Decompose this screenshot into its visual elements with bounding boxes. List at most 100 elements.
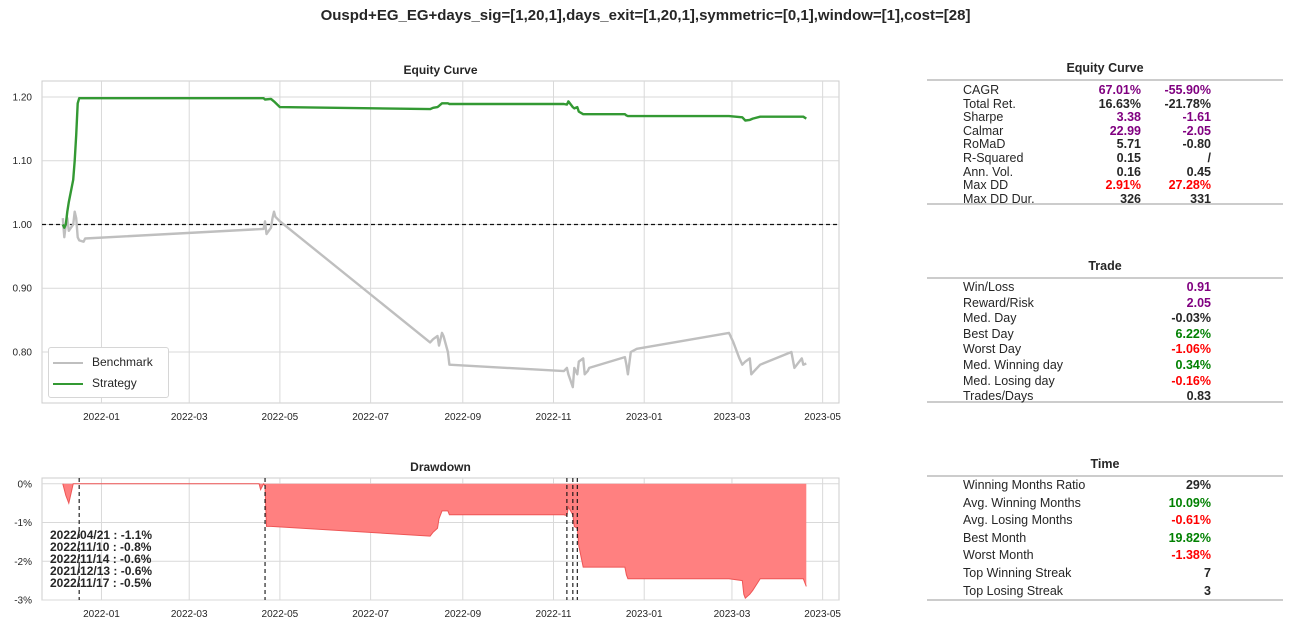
stat-row: Avg. Winning Months 10.09%	[963, 496, 1247, 510]
stat-value-benchmark: 27.28%	[1168, 178, 1211, 193]
stat-value: 2.05	[1186, 295, 1211, 310]
x-tick-label: 2022-01	[83, 412, 120, 423]
x-tick-label: 2022-05	[262, 609, 299, 620]
stat-label: CAGR	[963, 83, 1000, 97]
stat-label: Worst Day	[963, 342, 1022, 357]
table-title: Time	[1090, 457, 1120, 471]
stat-value-benchmark: -21.78%	[1164, 96, 1211, 111]
stat-value-benchmark: -1.61	[1182, 110, 1212, 125]
time-stats-table: Time Winning Months Ratio 29% Avg. Winning…	[927, 457, 1283, 607]
legend-item-benchmark: Benchmark	[53, 353, 153, 371]
x-tick-label: 2023-05	[804, 412, 841, 423]
stat-value-strategy: 22.99	[1109, 123, 1141, 138]
table-top-rule	[927, 475, 1283, 477]
stat-label: Best Month	[963, 530, 1027, 545]
legend-item-strategy: Strategy	[53, 374, 137, 392]
drawdown-annotation: 2022/04/21 : -1.1%	[50, 528, 153, 542]
table-top-rule	[927, 79, 1283, 81]
x-tick-label: 2022-11	[536, 412, 572, 423]
table-bottom-rule	[927, 203, 1283, 205]
x-tick-label: 2022-07	[352, 609, 389, 620]
stat-value-strategy: 2.91%	[1105, 178, 1141, 193]
stat-value: -1.06%	[1171, 342, 1211, 357]
y-tick-label: 0.90	[13, 284, 33, 295]
stat-label: Avg. Losing Months	[963, 513, 1073, 528]
figure-title: Ouspd+EG_EG+days_sig=[1,20,1],days_exit=…	[320, 7, 971, 24]
stat-label: Reward/Risk	[963, 295, 1034, 310]
stat-value-strategy: 0.15	[1116, 151, 1141, 165]
y-tick-label: 0%	[18, 479, 33, 490]
stat-value: 0.34%	[1175, 358, 1211, 372]
series-benchmark	[61, 210, 807, 389]
stat-value: 0.83	[1186, 389, 1211, 404]
x-tick-label: 2023-01	[626, 412, 663, 423]
drawdown-annotation: 2022/11/10 : -0.8%	[50, 540, 152, 554]
x-tick-label: 2023-05	[804, 609, 841, 620]
legend-swatch-benchmark	[53, 361, 83, 364]
y-tick-label: 0.80	[13, 347, 33, 358]
x-tick-label: 2022-09	[444, 609, 481, 620]
legend-swatch-strategy	[53, 382, 83, 385]
stat-label: RoMaD	[963, 137, 1006, 152]
stat-row: Top Winning Streak 7	[963, 566, 1247, 580]
stat-label: Max DD Dur.	[963, 191, 1035, 206]
x-tick-label: 2023-03	[714, 609, 751, 620]
stat-row: Sharpe 3.38 -1.61	[963, 110, 1247, 124]
stat-label: Med. Losing day	[963, 373, 1055, 388]
stat-row: RoMaD 5.71 -0.80	[963, 137, 1247, 151]
stat-value: -1.38%	[1171, 548, 1211, 563]
y-tick-label: 1.00	[13, 220, 33, 231]
trade-stats-table: Trade Win/Loss 0.91 Reward/Risk 2.05 Med. Da…	[927, 259, 1283, 409]
panel-title: Equity Curve	[403, 63, 477, 77]
stat-value: -0.03%	[1171, 311, 1211, 326]
stat-label: Trades/Days	[963, 389, 1034, 404]
stat-value: -0.16%	[1171, 373, 1211, 388]
stat-label: Med. Winning day	[963, 358, 1064, 372]
x-tick-label: 2023-01	[626, 609, 663, 620]
x-tick-label: 2022-03	[171, 412, 208, 423]
equity-legend: Benchmark Strategy	[48, 347, 169, 398]
stat-label: Win/Loss	[963, 280, 1015, 294]
stat-label: Avg. Winning Months	[963, 495, 1081, 510]
stat-row: Worst Day -1.06%	[963, 342, 1247, 356]
stat-label: Top Losing Streak	[963, 583, 1064, 598]
stat-value: 3	[1204, 583, 1211, 598]
stat-row: Best Month 19.82%	[963, 531, 1247, 545]
stat-value: 29%	[1185, 478, 1211, 492]
stat-row: Winning Months Ratio 29%	[963, 478, 1247, 492]
y-tick-label: -2%	[14, 557, 32, 568]
stat-value: 6.22%	[1175, 326, 1211, 341]
stat-row: R-Squared 0.15 /	[963, 151, 1247, 165]
x-tick-label: 2023-03	[714, 412, 751, 423]
stat-value: 10.09%	[1168, 495, 1211, 510]
stat-value-strategy: 67.01%	[1098, 83, 1141, 97]
legend-label-strategy: Strategy	[92, 376, 137, 390]
equity-stats-table: Equity Curve CAGR 67.01% -55.90% Total Ret.…	[927, 61, 1283, 211]
stat-row: Worst Month -1.38%	[963, 548, 1247, 562]
table-title: Trade	[1088, 259, 1122, 273]
stat-row: Med. Losing day -0.16%	[963, 374, 1247, 388]
y-tick-label: -1%	[14, 518, 32, 529]
y-tick-label: -3%	[14, 596, 32, 607]
plot-area	[41, 80, 840, 404]
x-tick-label: 2022-05	[262, 412, 299, 423]
series-strategy	[61, 96, 807, 229]
stat-row: Total Ret. 16.63% -21.78%	[963, 97, 1247, 111]
table-top-rule	[927, 277, 1283, 279]
stat-value-benchmark: 0.45	[1186, 164, 1211, 179]
stat-label: Worst Month	[963, 548, 1034, 563]
stat-value-benchmark: 331	[1190, 191, 1211, 206]
stat-row: Med. Day -0.03%	[963, 311, 1247, 325]
stat-row: Avg. Losing Months -0.61%	[963, 513, 1247, 527]
stat-row: CAGR 67.01% -55.90%	[963, 83, 1247, 97]
stat-label: Sharpe	[963, 110, 1004, 125]
stat-value: 0.91	[1186, 280, 1211, 294]
y-tick-label: 1.10	[13, 156, 33, 167]
legend-label-benchmark: Benchmark	[92, 355, 153, 369]
x-tick-label: 2022-09	[444, 412, 481, 423]
stat-label: Total Ret.	[963, 96, 1016, 111]
series-line-benchmark	[61, 210, 807, 389]
drawdown-annotation: 2022/11/17 : -0.5%	[50, 576, 152, 590]
stat-label: Top Winning Streak	[963, 566, 1072, 580]
